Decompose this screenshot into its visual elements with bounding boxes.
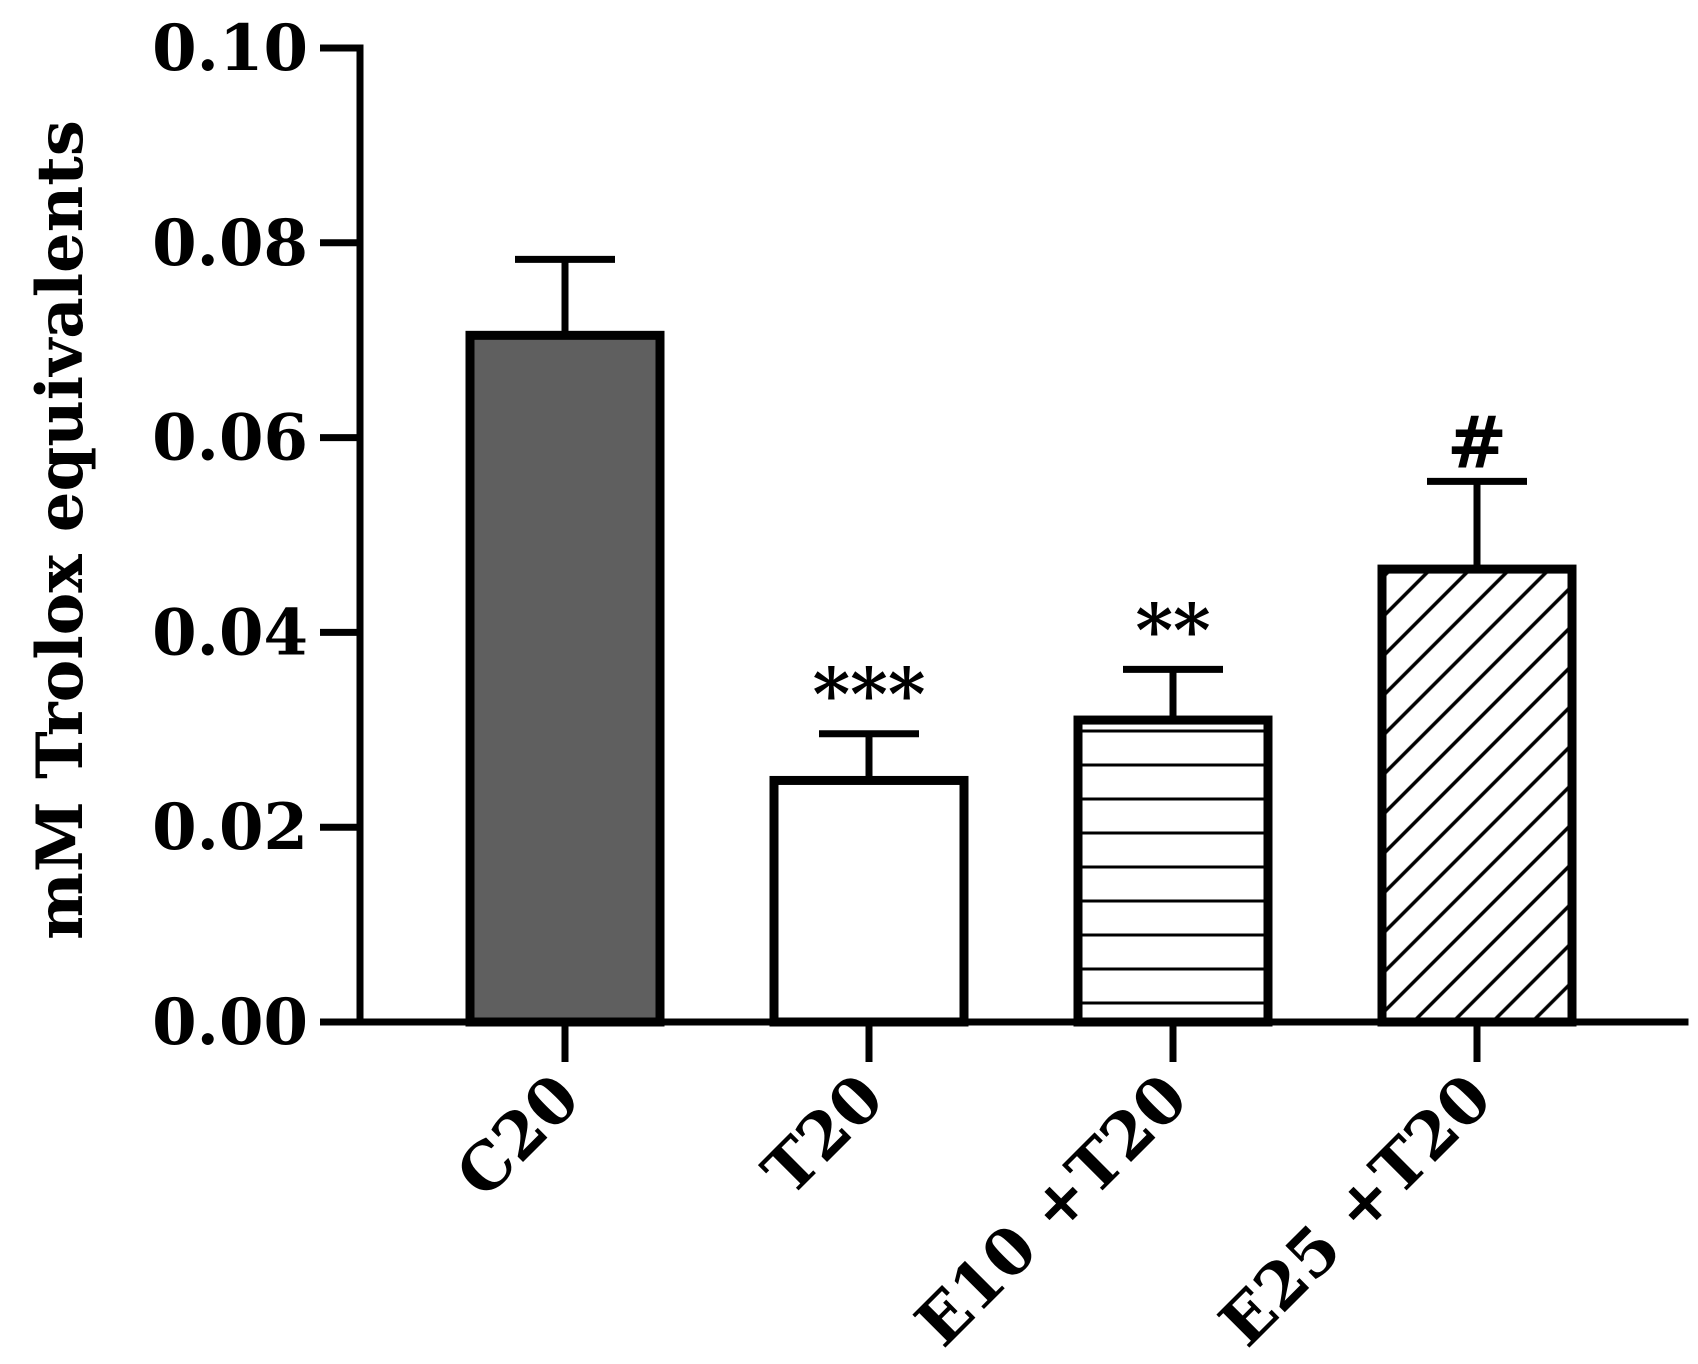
x-tick-label-3: E25 +T20 xyxy=(1205,1060,1506,1361)
annotation-3: # xyxy=(1447,399,1507,484)
bar-3 xyxy=(1377,564,1577,1027)
annotation-2: ** xyxy=(1135,587,1210,672)
y-tick-label-5: 0.10 xyxy=(152,11,308,86)
y-tick-label-2: 0.04 xyxy=(152,595,308,670)
y-tick-label-1: 0.02 xyxy=(152,790,308,865)
x-axis: C20 T20 E10 +T20 E25 +T20 xyxy=(356,1018,1689,1361)
y-tick-label-3: 0.06 xyxy=(152,401,308,476)
bar-0 xyxy=(465,330,665,1027)
bar-1 xyxy=(769,775,969,1027)
x-tick-label-2: E10 +T20 xyxy=(901,1060,1202,1361)
y-axis-title: mM Trolox equivalents xyxy=(23,120,98,940)
y-axis: 0.00 0.02 0.04 0.06 0.08 0.10 xyxy=(152,11,364,1060)
bar-2 xyxy=(1073,715,1273,1027)
x-tick-label-1: T20 xyxy=(749,1060,899,1210)
y-tick-label-0: 0.00 xyxy=(152,985,308,1060)
x-tick-label-0: C20 xyxy=(442,1060,594,1212)
annotation-1: *** xyxy=(813,652,926,737)
bars xyxy=(465,330,1577,1027)
significance-annotations: *****# xyxy=(813,399,1508,736)
error-bars xyxy=(515,255,1527,781)
y-tick-label-4: 0.08 xyxy=(152,206,308,281)
